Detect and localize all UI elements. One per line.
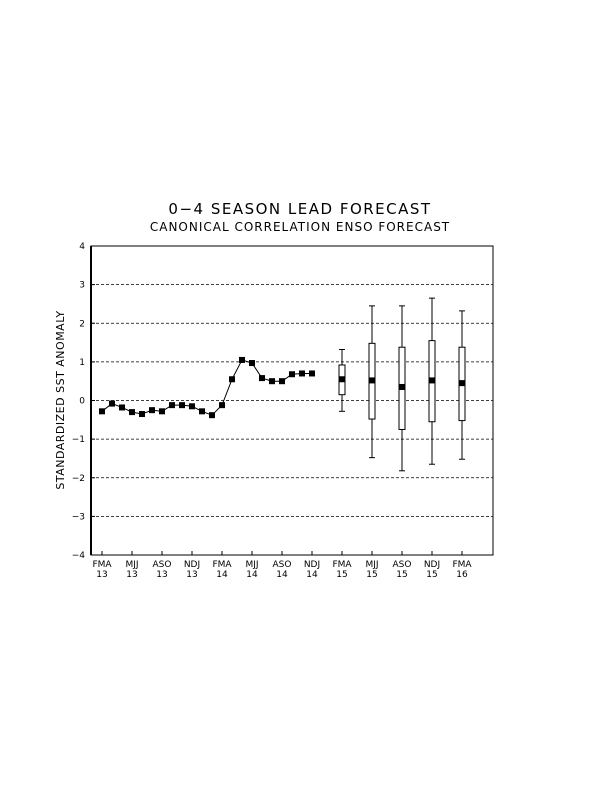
- x-tick-year: 13: [96, 570, 107, 580]
- y-axis-ticks: 4 3 2 1 0 −1 −2 −3 −4: [72, 242, 95, 561]
- y-tick-label: 1: [79, 358, 85, 368]
- observed-line: [101, 359, 312, 416]
- observed-point: [159, 408, 165, 415]
- y-tick-label: 0: [79, 397, 85, 407]
- x-tick-season: ASO: [393, 560, 412, 570]
- chart-title: 0−4 SEASON LEAD FORECAST: [168, 200, 432, 218]
- observed-point: [259, 375, 265, 382]
- x-tick-year: 14: [306, 570, 318, 580]
- forecast-median: [369, 377, 375, 384]
- forecast-boxes: [338, 297, 466, 472]
- observed-series: [99, 356, 315, 419]
- x-tick-year: 15: [336, 570, 347, 580]
- x-tick-season: FMA: [92, 560, 112, 570]
- x-tick-season: FMA: [332, 560, 352, 570]
- y-tick-label: 3: [79, 281, 85, 291]
- observed-point: [149, 407, 155, 414]
- x-tick-season: ASO: [273, 560, 292, 570]
- x-tick-year: 16: [456, 570, 468, 580]
- y-tick-label: 2: [79, 319, 85, 329]
- x-tick-season: FMA: [212, 560, 232, 570]
- x-tick-season: FMA: [452, 560, 472, 570]
- x-tick-year: 15: [426, 570, 437, 580]
- y-tick-label: −2: [72, 474, 85, 484]
- observed-point: [109, 400, 115, 407]
- x-tick-year: 15: [366, 570, 377, 580]
- x-tick-season: MJJ: [125, 560, 138, 570]
- x-tick-year: 15: [396, 570, 407, 580]
- y-tick-label: −3: [72, 512, 85, 522]
- x-tick-year: 14: [216, 570, 228, 580]
- observed-point: [189, 403, 195, 410]
- forecast-median: [429, 377, 435, 384]
- y-tick-label: −4: [72, 551, 86, 561]
- y-tick-label: 4: [79, 242, 85, 252]
- observed-point: [139, 411, 145, 418]
- observed-point: [279, 378, 285, 385]
- observed-point: [309, 370, 315, 377]
- x-tick-season: MJJ: [245, 560, 258, 570]
- observed-point: [99, 408, 105, 415]
- observed-point: [129, 409, 135, 416]
- observed-point: [289, 371, 295, 378]
- observed-point: [119, 404, 125, 411]
- forecast-median: [399, 383, 405, 390]
- observed-point: [229, 376, 235, 383]
- x-tick-year: 13: [126, 570, 137, 580]
- observed-point: [219, 402, 225, 409]
- observed-point: [169, 402, 175, 409]
- y-axis-label: STANDARDIZED SST ANOMALY: [54, 310, 67, 489]
- observed-point: [299, 370, 305, 377]
- observed-point: [249, 360, 255, 367]
- forecast-median: [339, 376, 345, 383]
- gridlines: [91, 284, 493, 517]
- x-tick-year: 14: [276, 570, 288, 580]
- observed-point: [269, 378, 275, 385]
- x-tick-year: 13: [186, 570, 197, 580]
- chart-subtitle: CANONICAL CORRELATION ENSO FORECAST: [149, 220, 451, 234]
- observed-point: [209, 412, 215, 419]
- y-tick-label: −1: [72, 435, 85, 445]
- x-tick-year: 13: [156, 570, 167, 580]
- forecast-median: [459, 380, 465, 387]
- x-tick-season: NDJ: [184, 560, 200, 570]
- x-tick-season: MJJ: [365, 560, 378, 570]
- x-tick-season: ASO: [153, 560, 172, 570]
- x-tick-year: 14: [246, 570, 258, 580]
- x-tick-season: NDJ: [304, 560, 320, 570]
- observed-point: [179, 402, 185, 409]
- x-tick-season: NDJ: [424, 560, 440, 570]
- x-axis-ticks: FMA13MJJ13ASO13NDJ13FMA14MJJ14ASO14NDJ14…: [92, 551, 472, 580]
- observed-point: [239, 356, 245, 363]
- observed-point: [199, 408, 205, 415]
